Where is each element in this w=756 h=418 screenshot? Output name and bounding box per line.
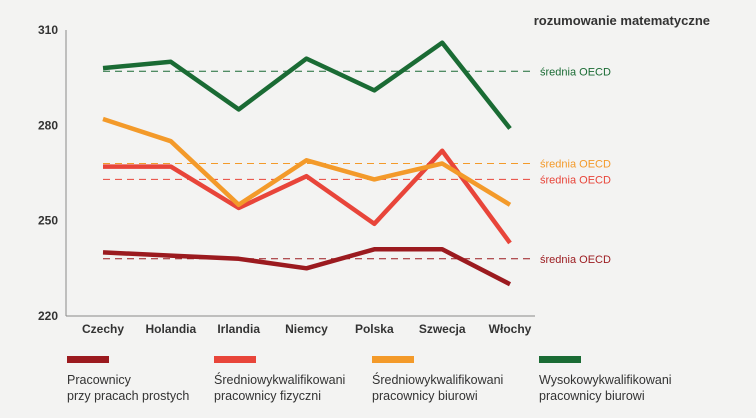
oecd-average-label: średnia OECD bbox=[540, 174, 611, 186]
oecd-average-label: średnia OECD bbox=[540, 254, 611, 266]
legend-swatch bbox=[539, 356, 581, 363]
y-tick-label: 310 bbox=[38, 23, 58, 37]
x-tick-label: Włochy bbox=[489, 322, 532, 336]
oecd-average-label: średnia OECD bbox=[540, 158, 611, 170]
chart-title: rozumowanie matematyczne bbox=[534, 13, 710, 28]
legend-swatch bbox=[67, 356, 109, 363]
legend-label: Pracownicy przy pracach prostych bbox=[67, 373, 190, 403]
legend-item-clerical: Średniowykwalifikowani pracownicy biurow… bbox=[372, 356, 532, 404]
legend-swatch bbox=[372, 356, 414, 363]
y-tick-label: 250 bbox=[38, 214, 58, 228]
y-tick-label: 280 bbox=[38, 118, 58, 132]
x-tick-label: Szwecja bbox=[419, 322, 466, 336]
line-chart: rozumowanie matematyczne średnia OECD śre… bbox=[38, 13, 710, 336]
series-line-3 bbox=[102, 40, 512, 130]
y-tick-label: 220 bbox=[38, 309, 58, 323]
x-tick-label: Niemcy bbox=[285, 322, 328, 336]
legend-label: Wysokowykwalifikowani pracownicy biurowi bbox=[539, 373, 672, 403]
series-line-2 bbox=[102, 116, 512, 208]
x-tick-label: Irlandia bbox=[217, 322, 260, 336]
x-tick-label: Czechy bbox=[82, 322, 124, 336]
x-tick-label: Polska bbox=[355, 322, 394, 336]
legend-label: Średniowykwalifikowani pracownicy fizycz… bbox=[214, 373, 346, 403]
legend-label: Średniowykwalifikowani pracownicy biurow… bbox=[372, 373, 504, 403]
series-line-0 bbox=[102, 247, 512, 287]
legend-item-manual: Średniowykwalifikowani pracownicy fizycz… bbox=[214, 356, 374, 404]
legend-item-unskilled: Pracownicy przy pracach prostych bbox=[67, 356, 227, 404]
legend-swatch bbox=[214, 356, 256, 363]
legend-item-skilled: Wysokowykwalifikowani pracownicy biurowi bbox=[539, 356, 699, 404]
x-tick-label: Holandia bbox=[145, 322, 196, 336]
series-line-1 bbox=[103, 148, 512, 245]
oecd-average-label: średnia OECD bbox=[540, 66, 611, 78]
